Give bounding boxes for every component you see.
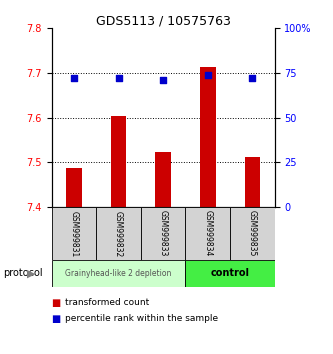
- Bar: [66, 168, 82, 207]
- Text: GSM999834: GSM999834: [203, 210, 212, 257]
- Text: transformed count: transformed count: [65, 298, 149, 307]
- Point: [71, 75, 77, 81]
- Bar: [96, 207, 141, 260]
- Point: [205, 72, 210, 78]
- Bar: [52, 260, 185, 287]
- Bar: [111, 116, 126, 207]
- Bar: [185, 207, 230, 260]
- Point: [250, 75, 255, 81]
- Text: ■: ■: [52, 314, 61, 324]
- Point: [161, 77, 166, 83]
- Text: GSM999831: GSM999831: [69, 211, 79, 257]
- Bar: [230, 207, 275, 260]
- Bar: [200, 67, 215, 207]
- Bar: [185, 260, 275, 287]
- Text: Grainyhead-like 2 depletion: Grainyhead-like 2 depletion: [65, 269, 172, 278]
- Text: control: control: [210, 268, 250, 279]
- Title: GDS5113 / 10575763: GDS5113 / 10575763: [96, 14, 231, 27]
- Text: protocol: protocol: [3, 268, 43, 278]
- Bar: [245, 156, 260, 207]
- Bar: [156, 152, 171, 207]
- Text: percentile rank within the sample: percentile rank within the sample: [65, 314, 218, 323]
- Bar: [52, 207, 96, 260]
- Text: GSM999835: GSM999835: [248, 210, 257, 257]
- Text: ■: ■: [52, 298, 61, 308]
- Point: [116, 75, 121, 81]
- Text: GSM999832: GSM999832: [114, 211, 123, 257]
- Bar: [141, 207, 185, 260]
- Text: ▶: ▶: [27, 268, 36, 278]
- Text: GSM999833: GSM999833: [159, 210, 168, 257]
